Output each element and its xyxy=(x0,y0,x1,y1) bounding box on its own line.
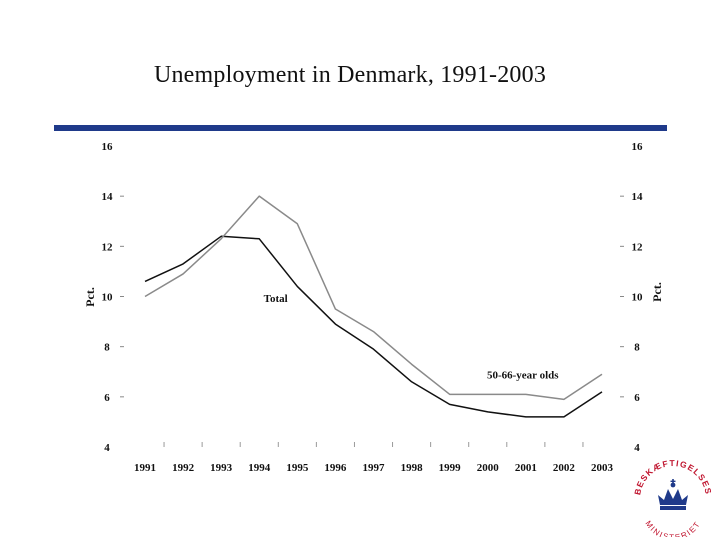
y-tick-label-right-8: 8 xyxy=(634,342,640,354)
x-tick-label-1995: 1995 xyxy=(286,462,309,474)
point-50-66-year-olds-1995 xyxy=(296,223,298,225)
point-total-1999 xyxy=(448,403,450,405)
point-50-66-year-olds-1996 xyxy=(334,308,336,310)
y-tick-label-left-16: 16 xyxy=(102,141,114,153)
x-tick-label-2000: 2000 xyxy=(477,462,500,474)
point-total-1994 xyxy=(258,238,260,240)
point-50-66-year-olds-1993 xyxy=(220,238,222,240)
point-50-66-year-olds-1994 xyxy=(258,195,260,197)
point-total-1997 xyxy=(372,348,374,350)
y-tick-label-left-14: 14 xyxy=(102,191,114,203)
x-axis: 1991 1992 1993 1994 1995 1996 1997 1998 1999 2000… xyxy=(134,442,614,474)
x-tick-label-1998: 1998 xyxy=(401,462,424,474)
point-50-66-year-olds-2003 xyxy=(601,373,603,375)
y-tick-label-left-12: 12 xyxy=(102,241,114,253)
point-total-1995 xyxy=(296,285,298,287)
y-tick-label-right-10: 10 xyxy=(632,292,644,304)
x-tick-label-1993: 1993 xyxy=(210,462,233,474)
point-total-2003 xyxy=(601,391,603,393)
y-tick-label-right-4: 4 xyxy=(634,442,640,454)
slide-title: Unemployment in Denmark, 1991-2003 xyxy=(153,62,547,88)
x-tick-label-2003: 2003 xyxy=(591,462,614,474)
y-axis-right: 4 6 8 10 12 14 16 xyxy=(620,141,643,454)
x-tick-label-1999: 1999 xyxy=(439,462,462,474)
point-50-66-year-olds-1998 xyxy=(410,363,412,365)
point-total-1996 xyxy=(334,323,336,325)
point-50-66-year-olds-2002 xyxy=(563,398,565,400)
x-tick-label-1997: 1997 xyxy=(363,462,386,474)
point-total-1998 xyxy=(410,381,412,383)
y-tick-label-right-16: 16 xyxy=(632,141,644,153)
y-tick-label-right-14: 14 xyxy=(632,191,644,203)
ministry-logo: BESKÆFTIGELSES MINISTERIET xyxy=(632,458,714,537)
point-50-66-year-olds-2001 xyxy=(525,393,527,395)
title-divider xyxy=(54,125,667,131)
point-50-66-year-olds-1999 xyxy=(448,393,450,395)
point-total-1992 xyxy=(182,263,184,265)
annotation-layer: Total 50-66-year olds xyxy=(264,293,560,381)
y-tick-label-left-8: 8 xyxy=(104,342,110,354)
series-line-50-66-year-olds xyxy=(144,195,603,401)
y-tick-label-left-4: 4 xyxy=(104,442,110,454)
y-tick-label-right-12: 12 xyxy=(632,241,644,253)
crown-icon xyxy=(658,479,688,510)
point-total-2001 xyxy=(525,416,527,418)
annotation-total: Total xyxy=(264,293,288,305)
x-tick-label-1992: 1992 xyxy=(172,462,195,474)
logo-top-text: BESKÆFTIGELSES xyxy=(632,458,714,496)
point-50-66-year-olds-2000 xyxy=(487,393,489,395)
point-total-1991 xyxy=(144,280,146,282)
series-line-total xyxy=(144,235,603,418)
point-total-2000 xyxy=(487,411,489,413)
x-tick-label-1994: 1994 xyxy=(248,462,271,474)
point-50-66-year-olds-1992 xyxy=(182,273,184,275)
x-tick-label-2002: 2002 xyxy=(553,462,576,474)
point-total-2002 xyxy=(563,416,565,418)
y-tick-label-left-10: 10 xyxy=(102,292,114,304)
y-axis-left: 4 6 8 10 12 14 16 xyxy=(102,141,124,454)
series-layer xyxy=(144,195,603,418)
y-tick-label-right-6: 6 xyxy=(634,392,640,404)
y-axis-title-right: Pct. xyxy=(650,282,664,302)
x-tick-label-1996: 1996 xyxy=(324,462,347,474)
point-50-66-year-olds-1997 xyxy=(372,330,374,332)
y-axis-title-left: Pct. xyxy=(83,287,97,307)
annotation-50-66-year-olds: 50-66-year olds xyxy=(487,369,559,381)
x-tick-label-1991: 1991 xyxy=(134,462,156,474)
y-tick-label-left-6: 6 xyxy=(104,392,110,404)
x-tick-label-2001: 2001 xyxy=(515,462,537,474)
logo-bottom-text: MINISTERIET xyxy=(643,519,702,537)
point-50-66-year-olds-1991 xyxy=(144,295,146,297)
